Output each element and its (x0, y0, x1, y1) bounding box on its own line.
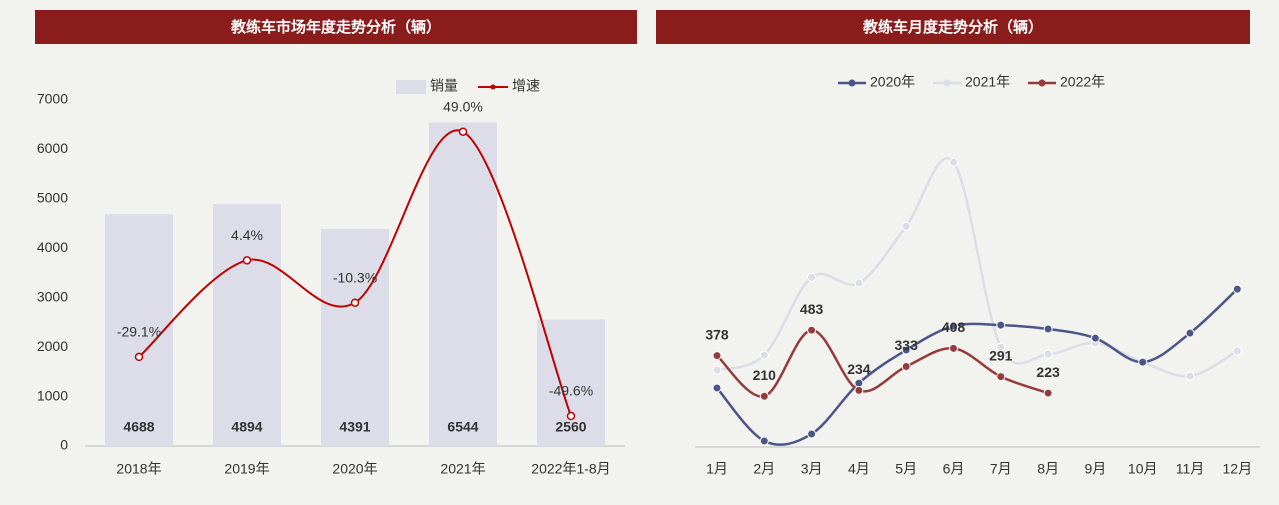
x-tick-label: 11月 (1176, 461, 1205, 477)
legend-dot (943, 79, 951, 87)
header-bar (35, 10, 637, 44)
x-tick-label: 2月 (753, 461, 775, 477)
x-tick-label: 2019年 (224, 461, 269, 477)
series-point (996, 320, 1006, 330)
y-tick-label: 4000 (37, 239, 68, 255)
data-label: 378 (705, 326, 729, 342)
series-point (759, 350, 769, 360)
series-point (901, 361, 911, 371)
series-point (759, 436, 769, 446)
legend-swatch (396, 80, 426, 94)
growth-point (134, 352, 144, 362)
bar (429, 122, 497, 446)
growth-point (458, 127, 468, 136)
y-tick-label: 0 (60, 437, 68, 453)
series-point (759, 391, 769, 401)
series-line (716, 157, 1238, 378)
series-point (1043, 349, 1053, 359)
bar-label: 4894 (231, 419, 262, 435)
series-point (712, 365, 722, 375)
data-label: 234 (847, 361, 871, 377)
x-tick-label: 2021年 (440, 461, 485, 477)
series-point (1185, 328, 1195, 338)
bar (105, 214, 173, 446)
series-point (901, 221, 911, 231)
growth-label: -10.3% (333, 269, 377, 285)
data-label: 483 (800, 301, 824, 317)
series-point (807, 429, 817, 439)
series-point (949, 157, 958, 167)
x-tick-label: 5月 (895, 461, 917, 477)
series-point (949, 321, 958, 331)
x-tick-label: 4月 (848, 461, 870, 477)
y-tick-label: 6000 (37, 140, 68, 156)
series-point (949, 343, 958, 353)
legend-label: 2021年 (965, 74, 1010, 90)
series-point (901, 345, 911, 355)
x-tick-label: 3月 (801, 461, 823, 477)
x-tick-label: 8月 (1037, 461, 1059, 477)
growth-label: -49.6% (549, 383, 593, 399)
y-tick-label: 7000 (37, 91, 68, 107)
x-tick-label: 7月 (990, 461, 1012, 477)
y-tick-label: 5000 (37, 190, 68, 206)
legend-label: 2022年 (1060, 74, 1105, 90)
series-point (854, 385, 864, 395)
series-point (1232, 284, 1242, 294)
series-point (807, 325, 817, 335)
series-point (854, 278, 864, 288)
growth-point (242, 256, 252, 265)
bar (321, 228, 389, 446)
series-point (1185, 371, 1195, 381)
growth-point (566, 411, 576, 421)
x-tick-label: 2018年 (116, 461, 161, 477)
growth-point (350, 298, 360, 307)
legend-dot (490, 84, 496, 90)
growth-label: 4.4% (231, 227, 263, 243)
x-tick-label: 6月 (943, 461, 965, 477)
bar-label: 6544 (447, 419, 478, 435)
bar-label: 4391 (339, 419, 370, 435)
data-label: 223 (1036, 364, 1060, 380)
data-label: 333 (895, 337, 919, 353)
bar-label: 4688 (123, 419, 154, 435)
series-point (1043, 324, 1053, 334)
series-point (1043, 388, 1053, 398)
series-point (1138, 357, 1148, 367)
data-label: 210 (753, 367, 777, 383)
chart-title: 教练车月度走势分析（辆） (862, 18, 1043, 36)
legend-label: 销量 (430, 78, 458, 94)
x-tick-label: 12月 (1223, 461, 1253, 477)
series-line (716, 288, 1239, 446)
series-point (996, 372, 1006, 382)
series-point (712, 351, 722, 361)
x-tick-label: 10月 (1128, 461, 1158, 477)
growth-label: -29.1% (117, 324, 161, 340)
series-point (1090, 333, 1100, 343)
legend-dot (1038, 79, 1046, 87)
y-tick-label: 1000 (37, 387, 68, 403)
series-point (996, 342, 1006, 352)
data-label: 291 (989, 347, 1013, 363)
growth-line (138, 129, 572, 417)
header-bar (656, 10, 1250, 44)
series-point (712, 383, 722, 393)
x-tick-label: 2020年 (332, 461, 377, 477)
x-tick-label: 9月 (1085, 461, 1107, 477)
series-point (807, 272, 817, 282)
bar (213, 204, 281, 446)
x-tick-label: 2022年1-8月 (531, 461, 610, 477)
legend-label: 增速 (512, 78, 540, 94)
series-point (1232, 346, 1242, 356)
x-tick-label: 1月 (706, 461, 728, 477)
growth-label: 49.0% (443, 98, 483, 114)
bar-label: 2560 (555, 419, 586, 435)
legend-dot (848, 79, 856, 87)
legend-label: 2020年 (870, 74, 915, 90)
chart-title: 教练车市场年度走势分析（辆） (230, 18, 441, 36)
y-tick-label: 3000 (37, 288, 68, 304)
data-label: 408 (942, 319, 966, 335)
y-tick-label: 2000 (37, 338, 68, 354)
